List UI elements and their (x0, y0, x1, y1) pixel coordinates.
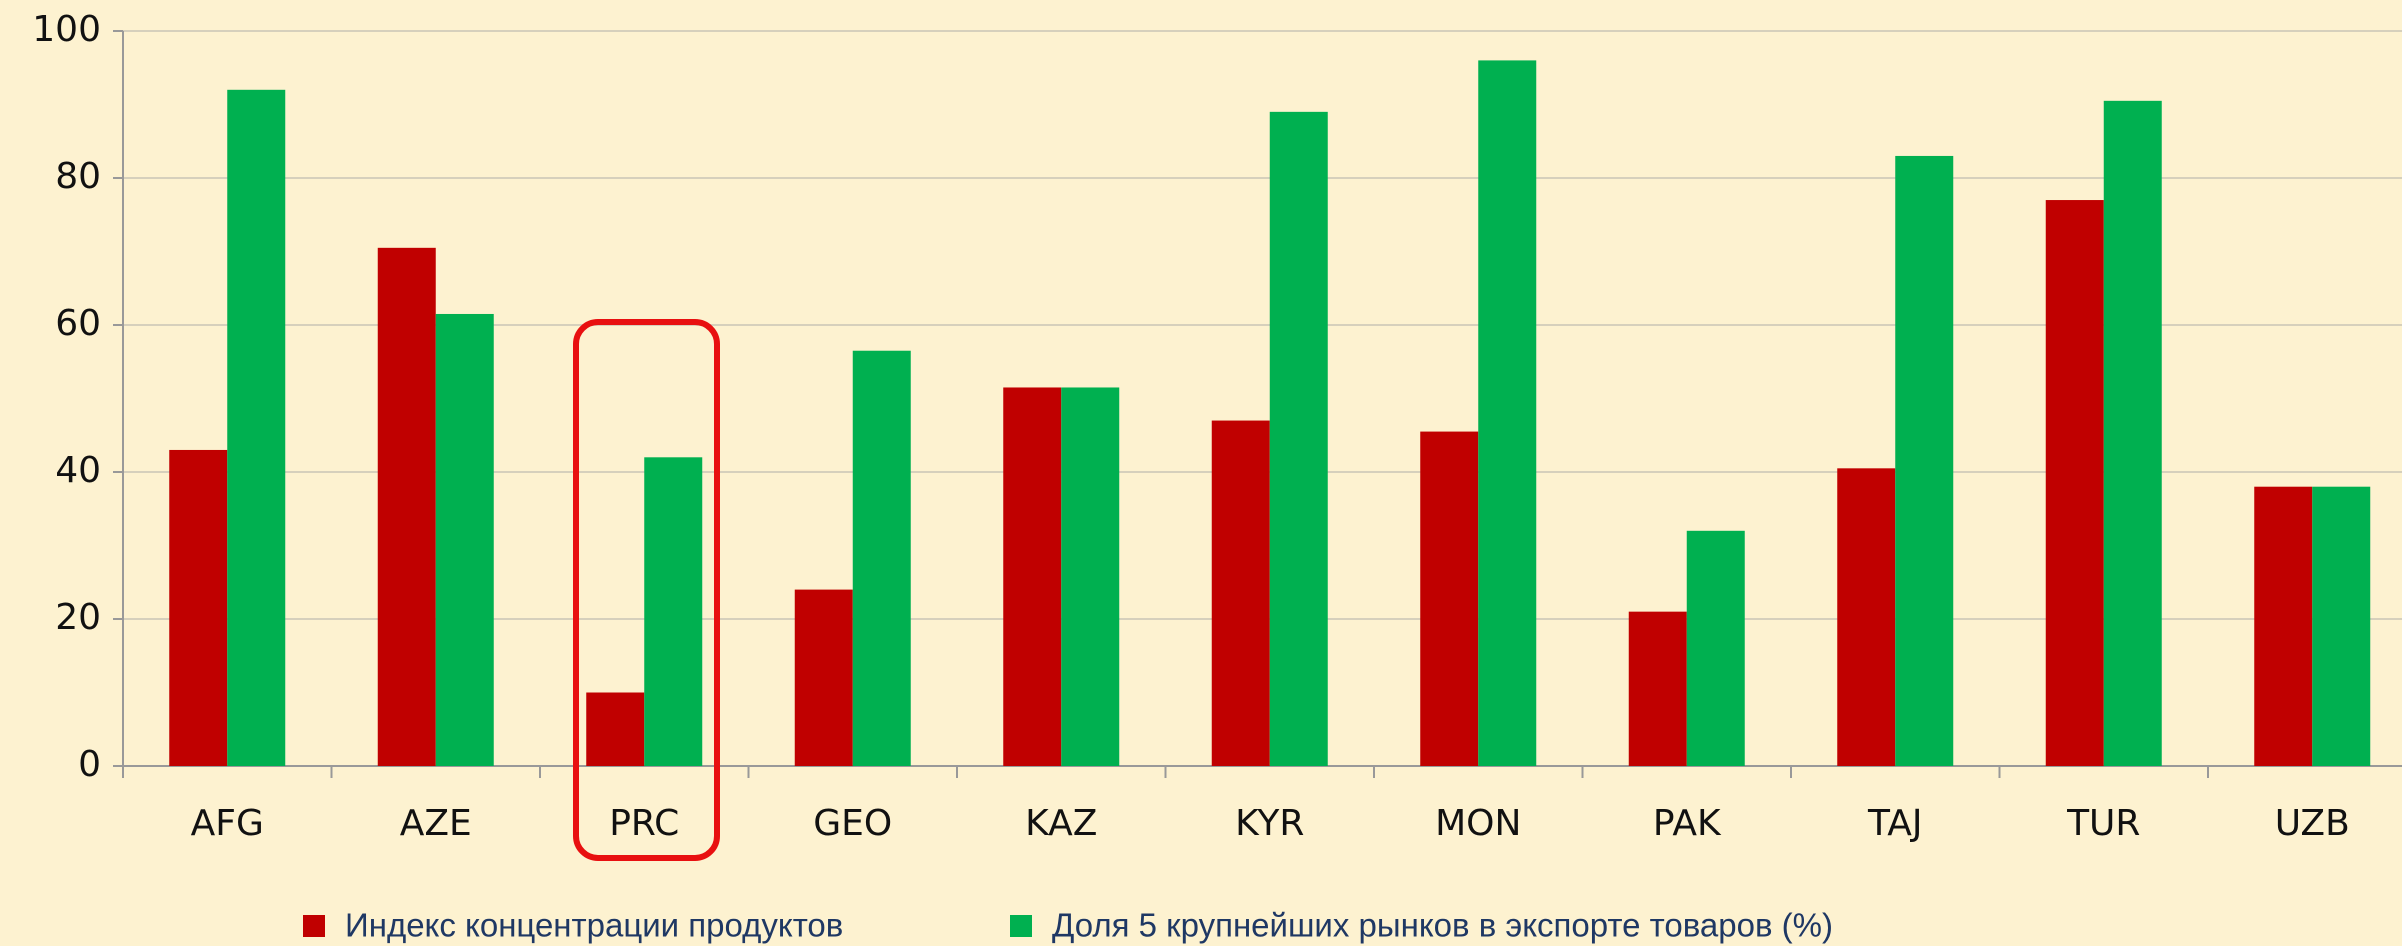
highlight-box (573, 319, 720, 861)
bar (1061, 387, 1120, 766)
legend-swatch (303, 915, 325, 937)
bar (794, 589, 853, 766)
x-tick-label: KAZ (1025, 803, 1097, 844)
bar (586, 692, 645, 766)
x-tick-label: AFG (191, 803, 264, 844)
y-tick-label: 20 (55, 597, 101, 638)
bar (435, 313, 494, 766)
bar (227, 89, 286, 767)
bar (169, 449, 228, 766)
x-tick-label: TUR (2066, 803, 2140, 844)
x-tick-label: PAK (1653, 803, 1722, 844)
y-tick-label: 60 (55, 303, 101, 344)
bar (1269, 111, 1328, 767)
bar (1420, 431, 1479, 766)
bar (2254, 486, 2313, 766)
bar (852, 350, 911, 766)
y-tick-label: 0 (78, 744, 101, 785)
bar (1686, 530, 1745, 766)
bar (1211, 420, 1270, 766)
bar (1895, 155, 1954, 766)
bar (2045, 200, 2104, 767)
bar (644, 457, 703, 766)
legend-swatch (1010, 915, 1032, 937)
y-tick-label: 80 (55, 156, 101, 197)
y-tick-label: 100 (32, 9, 101, 50)
x-tick-label: UZB (2275, 803, 2350, 844)
x-tick-label: MON (1435, 803, 1521, 844)
x-tick-label: KYR (1235, 803, 1304, 844)
bar (377, 247, 436, 766)
bar (1003, 387, 1062, 766)
bar (1837, 468, 1896, 766)
bar (1478, 60, 1537, 766)
x-tick-label: PRC (609, 803, 679, 844)
bar (2103, 100, 2162, 766)
legend-label: Индекс концентрации продуктов (345, 907, 843, 944)
x-tick-label: TAJ (1867, 803, 1922, 844)
y-tick-label: 40 (55, 450, 101, 491)
x-tick-label: GEO (813, 803, 892, 844)
bar (2312, 486, 2371, 766)
legend-label: Доля 5 крупнейших рынков в экспорте това… (1052, 907, 1833, 944)
bar (1628, 611, 1687, 766)
plot: 0 20 40 60 80 100 AFG AZE PRC GEO KAZ KYR MON PAK TAJ T… (32, 9, 2402, 944)
x-tick-label: AZE (400, 803, 472, 844)
